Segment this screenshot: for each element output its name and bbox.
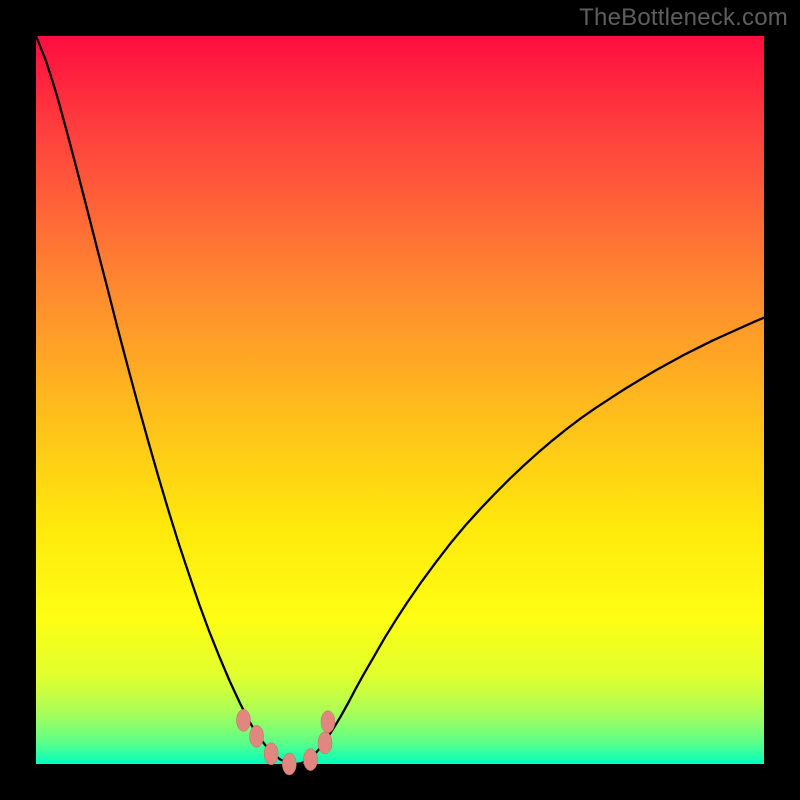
plot-background [36, 36, 764, 764]
highlight-marker [264, 743, 278, 765]
highlight-marker [282, 753, 296, 775]
watermark-text: TheBottleneck.com [579, 4, 788, 32]
plot-svg [0, 0, 800, 800]
highlight-marker [250, 725, 264, 747]
highlight-marker [318, 732, 332, 754]
highlight-marker [303, 749, 317, 771]
chart-frame: TheBottleneck.com [0, 0, 800, 800]
highlight-marker [321, 711, 335, 733]
highlight-marker [236, 709, 250, 731]
